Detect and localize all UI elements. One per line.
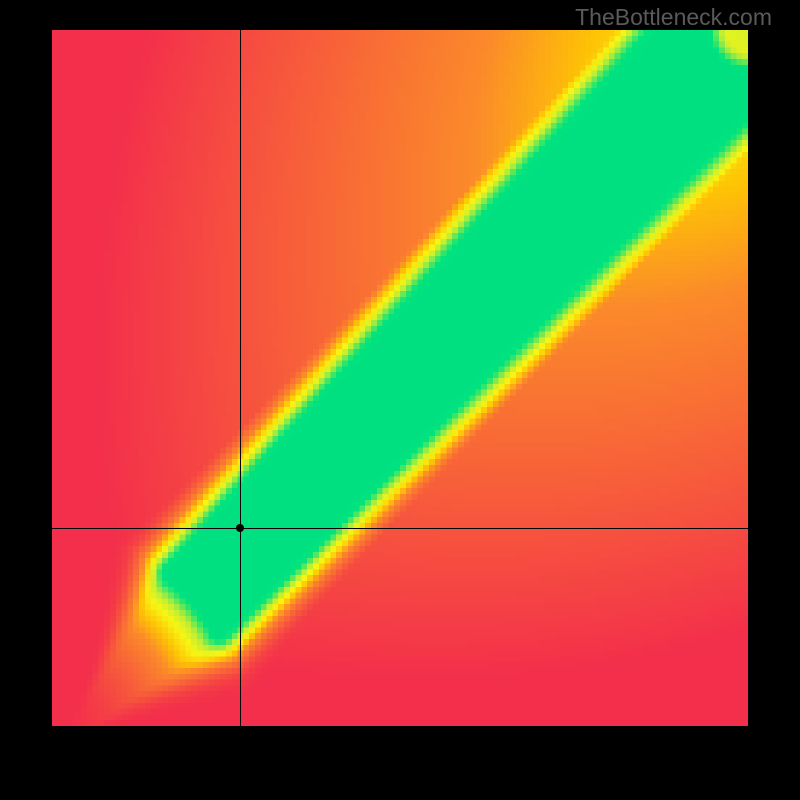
- crosshair-marker-dot: [236, 524, 244, 532]
- watermark-text: TheBottleneck.com: [575, 4, 772, 31]
- crosshair-horizontal: [52, 528, 748, 529]
- plot-area: [52, 30, 748, 726]
- crosshair-vertical: [240, 30, 241, 726]
- heatmap-canvas: [52, 30, 748, 726]
